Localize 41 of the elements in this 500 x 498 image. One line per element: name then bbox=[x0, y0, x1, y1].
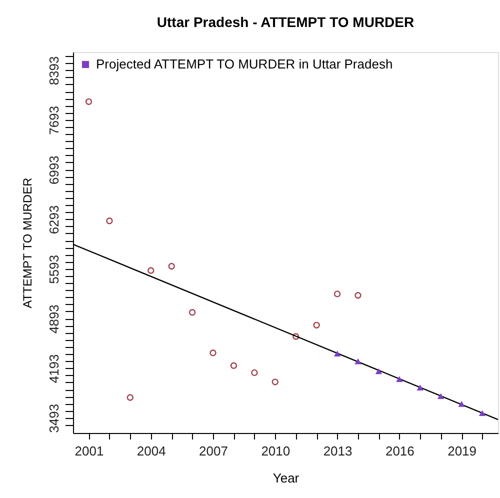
x-tick-label: 2013 bbox=[323, 444, 352, 458]
point bbox=[230, 362, 238, 369]
point bbox=[354, 358, 362, 364]
legend-label: Projected ATTEMPT TO MURDER in Uttar Pradesh bbox=[96, 56, 393, 72]
point bbox=[106, 218, 113, 224]
y-tick-label: 6993 bbox=[46, 156, 62, 185]
point bbox=[292, 333, 300, 340]
x-tick-label: 2019 bbox=[448, 444, 477, 458]
point bbox=[210, 349, 216, 356]
y-tick-label: 8393 bbox=[46, 56, 62, 86]
point bbox=[126, 394, 134, 401]
point bbox=[437, 393, 444, 400]
point bbox=[168, 262, 175, 270]
y-tick-label: 6293 bbox=[46, 205, 62, 234]
point bbox=[375, 368, 382, 374]
x-tick-label: 2004 bbox=[136, 444, 166, 458]
point bbox=[188, 309, 196, 316]
point bbox=[478, 410, 486, 416]
x-tick-label: 2016 bbox=[385, 444, 414, 458]
point bbox=[334, 350, 341, 356]
point bbox=[251, 369, 258, 376]
y-tick-label: 4893 bbox=[46, 304, 62, 334]
point bbox=[416, 384, 424, 390]
point bbox=[313, 322, 320, 328]
x-tick-label: 2010 bbox=[261, 444, 290, 458]
y-tick-label: 3493 bbox=[46, 404, 62, 433]
x-tick-label: 2001 bbox=[74, 444, 104, 458]
point bbox=[85, 98, 92, 105]
y-tick-label: 7693 bbox=[46, 106, 62, 135]
point bbox=[272, 378, 278, 386]
chart-title: Uttar Pradesh - ATTEMPT TO MURDER bbox=[156, 14, 414, 30]
y-tick-label: 4193 bbox=[46, 354, 62, 384]
y-axis-title: ATTEMPT TO MURDER bbox=[20, 177, 34, 308]
x-tick-label: 2007 bbox=[199, 444, 228, 458]
point bbox=[354, 292, 362, 299]
point bbox=[396, 376, 403, 382]
y-tick-label: 5593 bbox=[46, 254, 62, 284]
point bbox=[458, 401, 465, 407]
point bbox=[334, 290, 341, 298]
point bbox=[148, 267, 154, 274]
x-axis-title: Year bbox=[272, 470, 300, 486]
